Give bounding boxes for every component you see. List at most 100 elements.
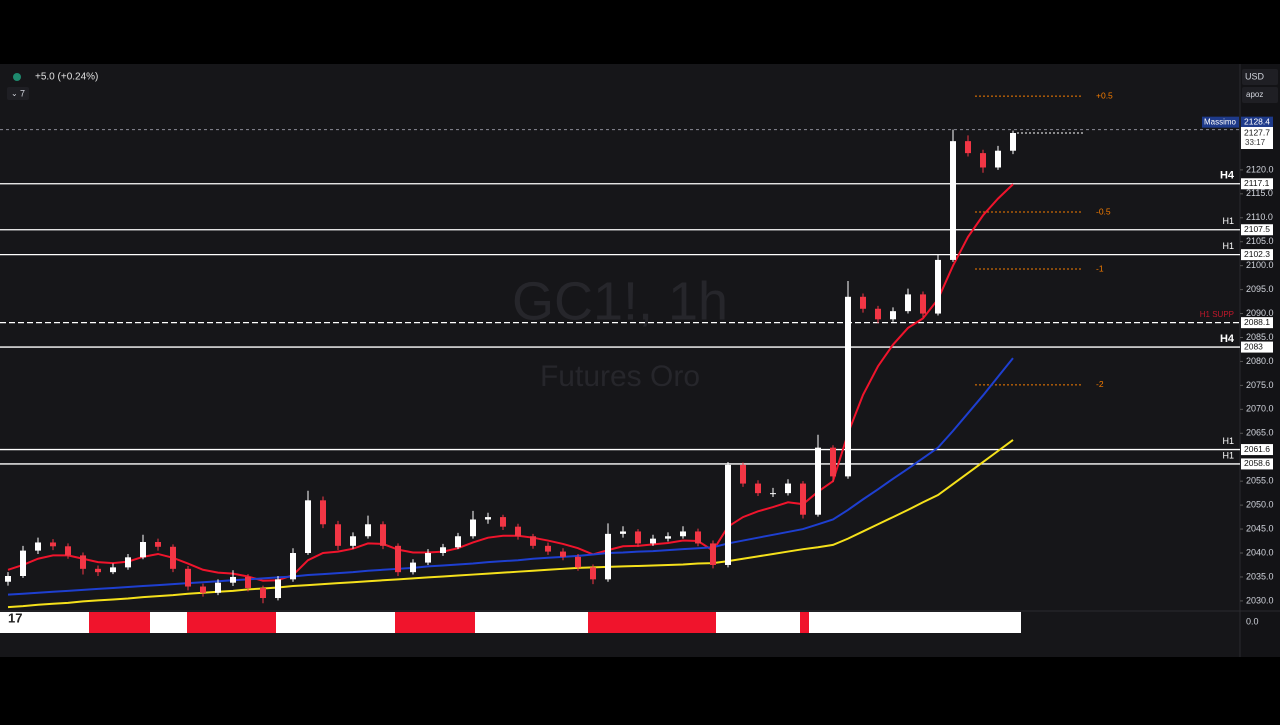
strip-bear [187, 612, 276, 633]
price-change: +5.0 (+0.24%) [35, 72, 98, 83]
y-tick-label: 2105.0 [1246, 236, 1274, 246]
last-price: 2127.7 [1244, 127, 1270, 137]
level-label: H4 [1220, 170, 1235, 182]
level-price-box [1241, 458, 1273, 470]
candle-body [875, 308, 881, 320]
candle-body [290, 553, 296, 580]
candle-body [695, 531, 701, 544]
last-price-box [1241, 127, 1273, 150]
candle-body [725, 464, 731, 565]
candle-body [965, 141, 971, 154]
candle-body [950, 141, 956, 260]
y-tick-label: 2080.0 [1246, 356, 1274, 366]
level-price: 2083 [1244, 341, 1263, 351]
fib-label: +0.5 [1096, 90, 1113, 100]
y-tick-label: 2065.0 [1246, 428, 1274, 438]
candle-body [995, 150, 1001, 168]
candle-body [110, 567, 116, 573]
level-price-box [1241, 249, 1273, 261]
candle-body [980, 153, 986, 168]
candle-body [395, 545, 401, 573]
price-axis [1240, 64, 1280, 657]
level-price-box [1241, 178, 1273, 190]
candle-body [350, 536, 356, 546]
candle-body [710, 543, 716, 565]
high-label-box [1202, 116, 1239, 128]
level-price-box [1241, 341, 1273, 353]
level-price: 2061.6 [1244, 444, 1270, 454]
candle-body [260, 587, 266, 599]
y-tick-label: 2115.0 [1246, 188, 1273, 198]
candle-body [620, 531, 626, 534]
strip-bear [395, 612, 475, 633]
candle-body [245, 576, 251, 588]
level-price-box [1241, 444, 1273, 456]
collapse-button[interactable] [7, 87, 29, 100]
y-tick-label: 2045.0 [1246, 523, 1274, 533]
candle-body [185, 568, 191, 587]
candle-body [515, 526, 521, 537]
candle-body [320, 500, 326, 525]
candle-body [140, 541, 146, 558]
candle-body [530, 536, 536, 546]
y-tick-label: 2055.0 [1246, 476, 1274, 486]
watermark-title: GC1!, 1h [512, 271, 728, 331]
candle-body [920, 294, 926, 314]
candle-body [740, 464, 746, 484]
candle-body [770, 493, 776, 495]
strip-bear [89, 612, 150, 633]
candle-body [410, 562, 416, 573]
currency-button[interactable] [1242, 69, 1278, 85]
candle-body [800, 483, 806, 515]
candle-body [425, 553, 431, 563]
candle-body [50, 542, 56, 547]
candle-body [5, 575, 11, 582]
y-tick-label: 2085.0 [1246, 332, 1274, 342]
level-label: H1 SUPP [1200, 310, 1234, 319]
candle-body [275, 579, 281, 599]
level-price: 2088.1 [1244, 317, 1270, 327]
fib-label: -1 [1096, 263, 1104, 273]
high-label: Massimo [1204, 117, 1237, 126]
level-label: H1 [1222, 241, 1234, 251]
strip-bear [800, 612, 809, 633]
indicator-count: 7 [20, 88, 25, 98]
candle-body [815, 447, 821, 515]
candle-body [365, 524, 371, 537]
candle-body [590, 567, 596, 580]
candle-body [380, 524, 386, 546]
level-label: H4 [1220, 333, 1235, 345]
candle-body [170, 546, 176, 569]
candle-body [500, 517, 506, 527]
y-tick-label: 2040.0 [1246, 547, 1274, 557]
chevron: ⌄ [11, 89, 18, 98]
account-button[interactable] [1242, 87, 1278, 103]
y-tick-label: 2075.0 [1246, 380, 1274, 390]
candle-body [665, 536, 671, 539]
candle-body [35, 542, 41, 551]
candle-body [890, 311, 896, 320]
candle-body [155, 541, 161, 547]
candle-body [335, 524, 341, 546]
level-price: 2058.6 [1244, 458, 1270, 468]
account: apoz [1246, 90, 1263, 99]
y-tick-label: 2100.0 [1246, 260, 1274, 270]
status-dot [13, 73, 21, 81]
strip-bull [0, 612, 1021, 633]
y-tick-label: 2050.0 [1246, 499, 1274, 509]
y-tick-label: 2090.0 [1246, 308, 1274, 318]
high-price: 2128.4 [1244, 116, 1270, 126]
strip-bear [588, 612, 716, 633]
watermark: GC1!, 1h Futures Oro [512, 271, 728, 393]
candle-body [230, 576, 236, 583]
logo: 17 [8, 610, 22, 625]
moving-average [7, 439, 1014, 609]
y-tick-label: 2035.0 [1246, 571, 1274, 581]
level-price: 2102.3 [1244, 249, 1270, 259]
y-tick-label: 2110.0 [1246, 212, 1273, 222]
y-tick-label: 2030.0 [1246, 595, 1274, 605]
level-price: 2107.5 [1244, 224, 1270, 234]
candle-body [545, 545, 551, 552]
oscillator-value: 0.0 [1246, 616, 1259, 626]
